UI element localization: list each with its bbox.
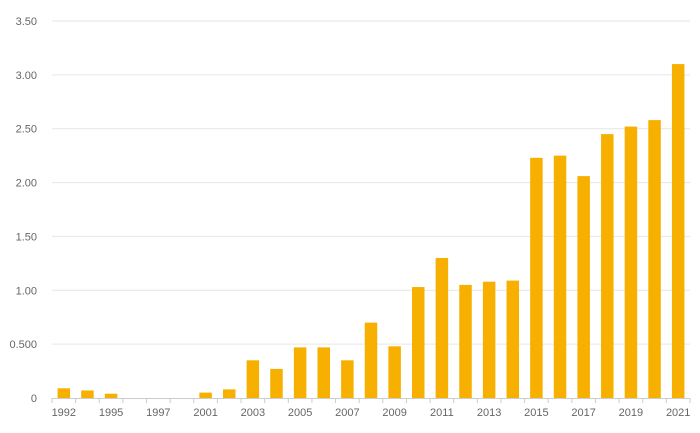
bar <box>435 257 449 398</box>
x-tick-label: 2019 <box>619 407 643 419</box>
y-tick-label: 1.00 <box>16 285 37 297</box>
y-tick-label: 1.50 <box>16 231 37 243</box>
x-axis-ticks: 1992 1995 1997 2001 2003 2005 2007 2009 2011 2013… <box>51 398 691 419</box>
gridlines <box>52 20 690 345</box>
x-tick-label: 2011 <box>430 407 454 419</box>
x-tick-label: 2005 <box>288 407 312 419</box>
bars <box>57 64 685 399</box>
x-tick-label: 2017 <box>571 407 595 419</box>
bar <box>317 347 330 398</box>
bar <box>104 393 118 398</box>
y-tick-label: 0.500 <box>9 339 37 351</box>
bar <box>506 280 520 398</box>
bar <box>270 368 283 398</box>
x-tick-label: 1995 <box>99 407 123 419</box>
bar <box>577 176 590 398</box>
bar <box>388 346 401 398</box>
bar <box>364 322 378 398</box>
y-tick-label: 2.50 <box>16 124 37 136</box>
x-tick-label: 1992 <box>52 407 76 419</box>
y-axis-ticks: 0 0.500 1.00 1.50 2.00 2.50 3.00 3.50 <box>9 16 37 405</box>
x-tick-label: 1997 <box>146 407 170 419</box>
x-tick-label: 2009 <box>382 407 406 419</box>
y-tick-label: 3.00 <box>16 70 37 82</box>
x-tick-label: 2007 <box>335 407 359 419</box>
bar <box>199 392 212 398</box>
x-tick-label: 2013 <box>477 407 501 419</box>
bar <box>459 284 472 398</box>
bar <box>293 347 307 398</box>
x-tick-label: 2021 <box>666 407 690 419</box>
bar <box>601 134 614 398</box>
bar <box>624 126 638 398</box>
bar <box>341 360 354 398</box>
bar <box>246 360 260 398</box>
y-tick-label: 2.00 <box>16 178 37 190</box>
bar <box>412 287 425 398</box>
y-tick-label: 0 <box>31 393 37 405</box>
bar <box>222 389 236 398</box>
bar <box>482 281 496 398</box>
bar <box>553 155 567 398</box>
bar <box>648 120 661 399</box>
bar <box>81 390 94 398</box>
bar <box>530 157 543 398</box>
x-tick-label: 2015 <box>524 407 548 419</box>
bar <box>57 388 71 398</box>
x-tick-label: 2001 <box>193 407 217 419</box>
x-tick-label: 2003 <box>241 407 265 419</box>
bar <box>671 64 685 398</box>
y-tick-label: 3.50 <box>16 16 37 28</box>
